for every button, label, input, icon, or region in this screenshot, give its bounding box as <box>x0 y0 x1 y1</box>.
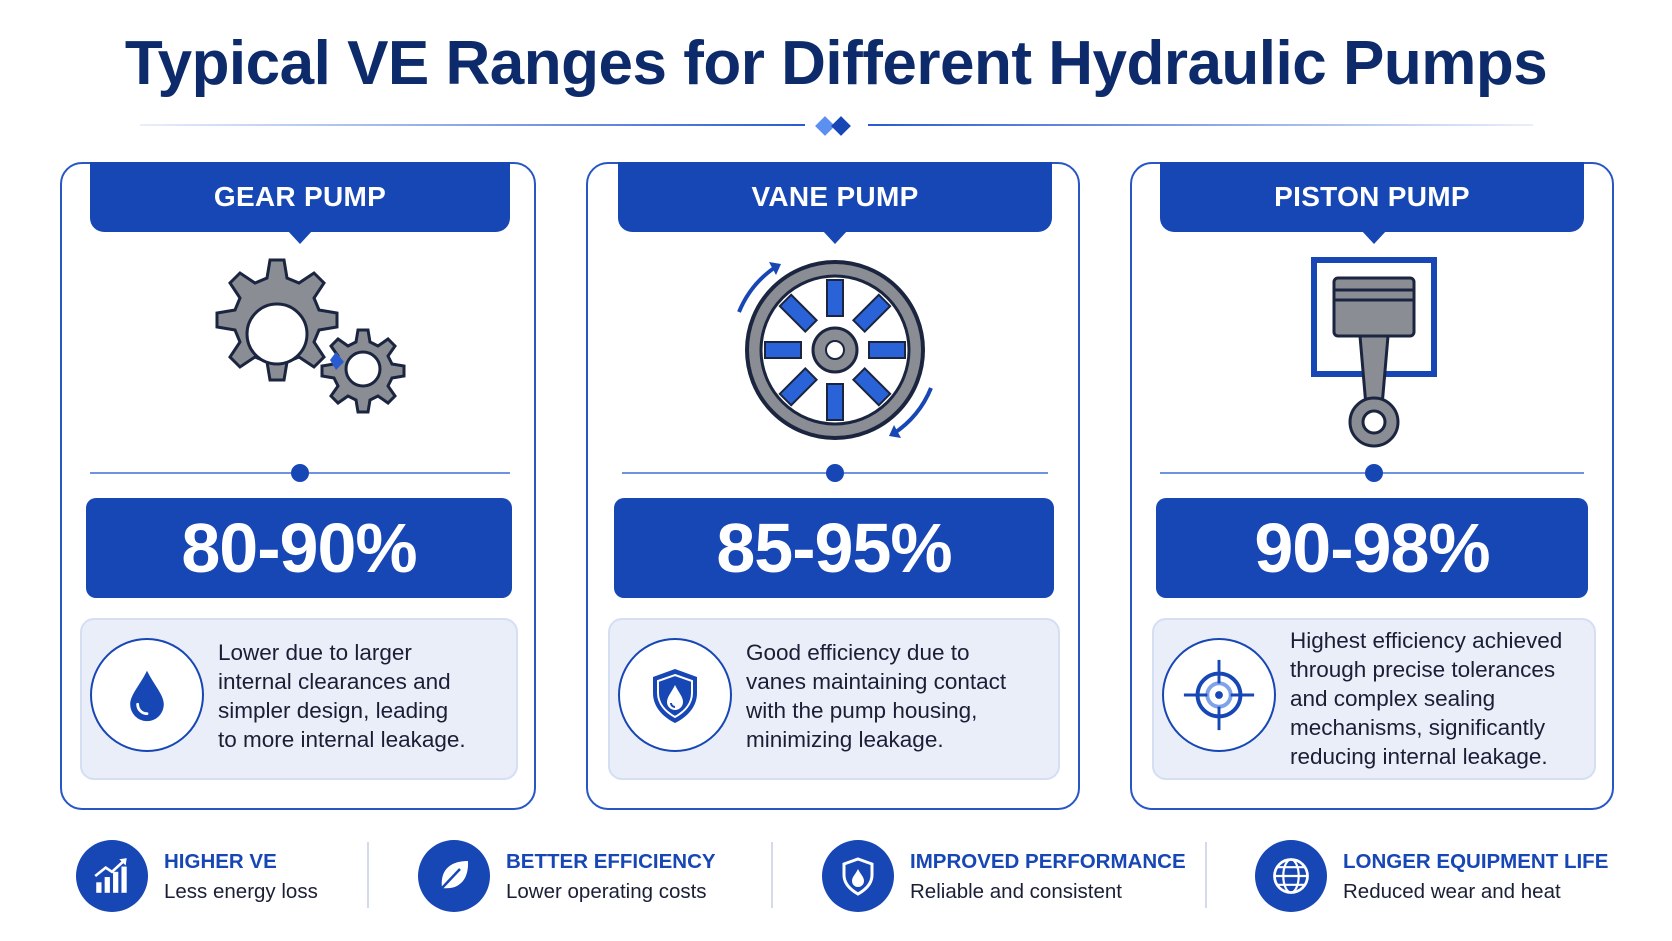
bar-chart-up-icon <box>76 840 148 912</box>
tab-notch <box>1361 230 1387 244</box>
title-rule-left <box>140 124 805 126</box>
gears-icon <box>215 258 406 414</box>
droplet-icon <box>90 638 204 752</box>
benefit-separator <box>1205 842 1207 908</box>
tab-notch <box>822 230 848 244</box>
globe-icon <box>1255 840 1327 912</box>
description-panel: Highest efficiency achieved through prec… <box>1152 618 1596 780</box>
pump-card-vane: VANE PUMP 85-95% <box>586 162 1080 810</box>
benefit-title: IMPROVED PERFORMANCE <box>910 850 1186 873</box>
pump-card-title: VANE PUMP <box>618 162 1052 232</box>
benefit-subtitle: Reliable and consistent <box>910 880 1122 903</box>
benefit-separator <box>367 842 369 908</box>
benefit-subtitle: Lower operating costs <box>506 880 707 903</box>
pump-card-title: PISTON PUMP <box>1160 162 1584 232</box>
pump-card-title: GEAR PUMP <box>90 162 510 232</box>
piston-icon <box>1311 257 1437 448</box>
benefit-longer-life: LONGER EQUIPMENT LIFE Reduced wear and h… <box>1255 838 1645 914</box>
page-title: Typical VE Ranges for Different Hydrauli… <box>124 29 1548 98</box>
divider-dot <box>826 464 844 482</box>
benefit-subtitle: Less energy loss <box>164 880 318 903</box>
benefit-title: HIGHER VE <box>164 850 277 873</box>
description-panel: Lower due to larger internal clearances … <box>80 618 518 780</box>
benefit-separator <box>771 842 773 908</box>
benefit-title: BETTER EFFICIENCY <box>506 850 716 873</box>
title-rule-right <box>868 124 1533 126</box>
benefit-better-efficiency: BETTER EFFICIENCY Lower operating costs <box>418 838 748 914</box>
description-text: Highest efficiency achieved through prec… <box>1290 628 1563 769</box>
description-panel: Good efficiency due to vanes maintaining… <box>608 618 1060 780</box>
benefit-higher-ve: HIGHER VE Less energy loss <box>76 838 376 914</box>
divider-dot <box>291 464 309 482</box>
tab-notch <box>287 230 313 244</box>
ve-range-badge: 80-90% <box>86 498 512 598</box>
divider-dot <box>1365 464 1383 482</box>
shield-droplet-icon <box>618 638 732 752</box>
shield-drop-icon <box>822 840 894 912</box>
vane-rotor-icon <box>737 260 933 440</box>
crosshair-icon <box>1162 638 1276 752</box>
leaf-icon <box>418 840 490 912</box>
benefit-improved-performance: IMPROVED PERFORMANCE Reliable and consis… <box>822 838 1186 914</box>
description-text: Good efficiency due to vanes maintaining… <box>746 640 1007 752</box>
benefit-title: LONGER EQUIPMENT LIFE <box>1343 850 1609 873</box>
pump-card-gear: GEAR PUMP 80-90% Lower due to larger int… <box>60 162 536 810</box>
ve-range-badge: 90-98% <box>1156 498 1588 598</box>
ve-range-badge: 85-95% <box>614 498 1054 598</box>
pump-card-piston: PISTON PUMP 90-98% Highest efficiency ac… <box>1130 162 1614 810</box>
benefit-subtitle: Reduced wear and heat <box>1343 880 1561 903</box>
diamond-ornament-icon <box>815 116 851 136</box>
description-text: Lower due to larger internal clearances … <box>218 640 466 752</box>
